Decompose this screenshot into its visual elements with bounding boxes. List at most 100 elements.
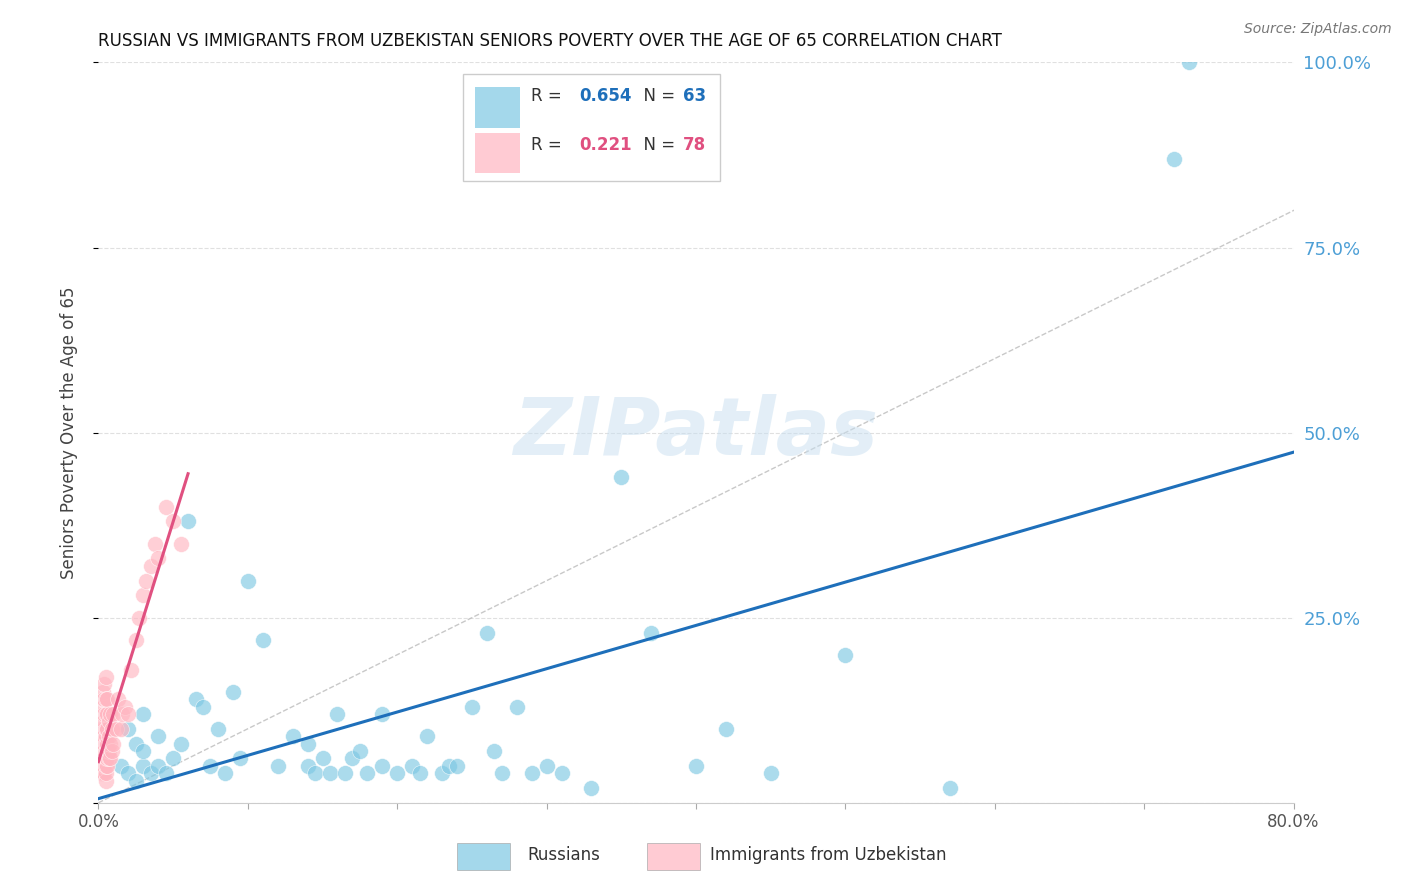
Point [236,574,259,588]
Point [96,758,118,772]
Point [685,758,707,772]
Point [94,744,117,758]
Point [93,714,115,729]
Point [385,766,409,780]
Point [120,663,142,677]
Point [91,706,114,721]
Point [93,758,115,772]
Point [90,758,112,772]
Point [89,729,111,743]
Point [96,706,118,721]
Point [371,706,394,721]
Point [191,699,214,714]
Text: 0.654: 0.654 [579,87,631,104]
Point [430,766,453,780]
Point [94,706,117,721]
Point [101,722,124,736]
Point [333,766,356,780]
Point [139,558,162,573]
Point [267,758,290,772]
Text: ZIPatlas: ZIPatlas [513,393,879,472]
Point [91,766,114,780]
Text: 78: 78 [683,136,706,154]
Point [94,758,117,772]
Point [461,699,484,714]
Point [281,729,304,743]
Point [96,737,118,751]
Point [114,699,136,714]
Point [97,751,120,765]
Point [97,744,120,758]
Point [117,706,139,721]
Point [94,773,117,788]
Point [117,766,139,780]
Point [229,751,252,765]
Point [155,500,177,514]
Point [96,692,118,706]
Point [356,766,378,780]
Point [94,729,117,743]
Point [91,729,114,743]
Text: Source: ZipAtlas.com: Source: ZipAtlas.com [1244,22,1392,37]
Point [91,722,114,736]
Point [439,758,461,772]
Point [520,766,543,780]
Point [184,692,207,706]
Point [94,670,117,684]
FancyBboxPatch shape [475,87,520,128]
Point [1178,55,1201,70]
Point [132,744,155,758]
Text: RUSSIAN VS IMMIGRANTS FROM UZBEKISTAN SENIORS POVERTY OVER THE AGE OF 65 CORRELA: RUSSIAN VS IMMIGRANTS FROM UZBEKISTAN SE… [98,32,1002,50]
Point [98,737,122,751]
Point [139,766,162,780]
Point [132,589,155,603]
Point [1163,152,1185,166]
Text: 0.221: 0.221 [579,136,631,154]
Point [759,766,782,780]
Point [93,737,115,751]
Point [91,758,114,772]
Point [484,744,506,758]
Point [148,758,170,772]
Point [91,685,114,699]
Point [125,737,148,751]
Point [349,744,371,758]
Text: 63: 63 [683,87,706,104]
Point [536,758,558,772]
Point [342,751,364,765]
Point [96,744,118,758]
Text: Russians: Russians [527,846,600,863]
Point [304,766,326,780]
Point [96,722,118,736]
Point [103,737,125,751]
Point [128,610,150,624]
Point [93,722,115,736]
Text: Immigrants from Uzbekistan: Immigrants from Uzbekistan [710,846,946,863]
Point [148,551,170,566]
Text: R =: R = [531,87,567,104]
Point [162,751,184,765]
Point [111,706,134,721]
Point [222,685,245,699]
Point [939,780,962,795]
Point [117,722,139,736]
Point [90,751,112,765]
FancyBboxPatch shape [475,133,520,173]
Point [94,722,117,736]
Point [98,706,122,721]
Text: N =: N = [633,87,681,104]
Point [94,766,117,780]
Point [610,470,633,484]
Point [207,722,229,736]
Point [89,758,111,772]
Point [90,729,112,743]
Point [132,706,155,721]
Point [93,751,115,765]
Point [132,758,155,772]
Point [89,744,111,758]
Point [401,758,423,772]
Point [94,737,117,751]
Point [91,751,114,765]
FancyBboxPatch shape [463,73,720,181]
Point [581,780,603,795]
